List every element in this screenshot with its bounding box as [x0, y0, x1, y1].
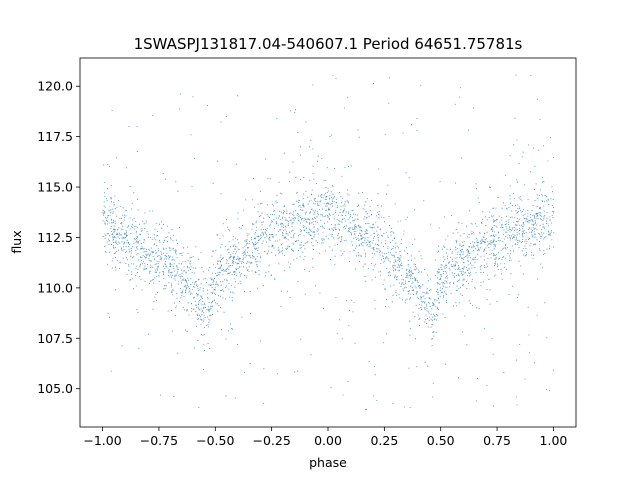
y-tick-label: 117.5	[37, 129, 73, 144]
x-axis: −1.00 −0.75 −0.50 −0.25 0.00 0.25 0.50 0.75 1.00	[83, 427, 567, 448]
x-tick-label: −0.50	[196, 433, 234, 448]
x-tick-label: −0.25	[252, 433, 290, 448]
y-axis: 105.0 107.5 110.0 112.5 115.0 117.5 120.0	[37, 79, 80, 396]
x-axis-title: phase	[309, 455, 347, 470]
x-tick-label: 1.00	[540, 433, 568, 448]
y-tick-label: 120.0	[37, 79, 73, 94]
plot-frame	[79, 57, 577, 428]
x-tick-label: 0.75	[483, 433, 511, 448]
x-tick-label: −1.00	[83, 433, 121, 448]
y-tick-label: 107.5	[37, 331, 73, 346]
y-tick-label: 115.0	[37, 180, 73, 195]
data-point	[102, 74, 555, 410]
x-tick-label: 0.25	[370, 433, 398, 448]
x-tick-label: −0.75	[140, 433, 178, 448]
x-tick-label: 0.50	[427, 433, 455, 448]
y-tick-label: 105.0	[37, 381, 73, 396]
scatter-points	[102, 74, 555, 410]
x-tick-label: 0.00	[314, 433, 342, 448]
y-tick-label: 112.5	[37, 230, 73, 245]
chart-title: 1SWASPJ131817.04-540607.1 Period 64651.7…	[134, 35, 523, 53]
y-tick-label: 110.0	[37, 280, 73, 295]
y-axis-title: flux	[9, 230, 24, 253]
